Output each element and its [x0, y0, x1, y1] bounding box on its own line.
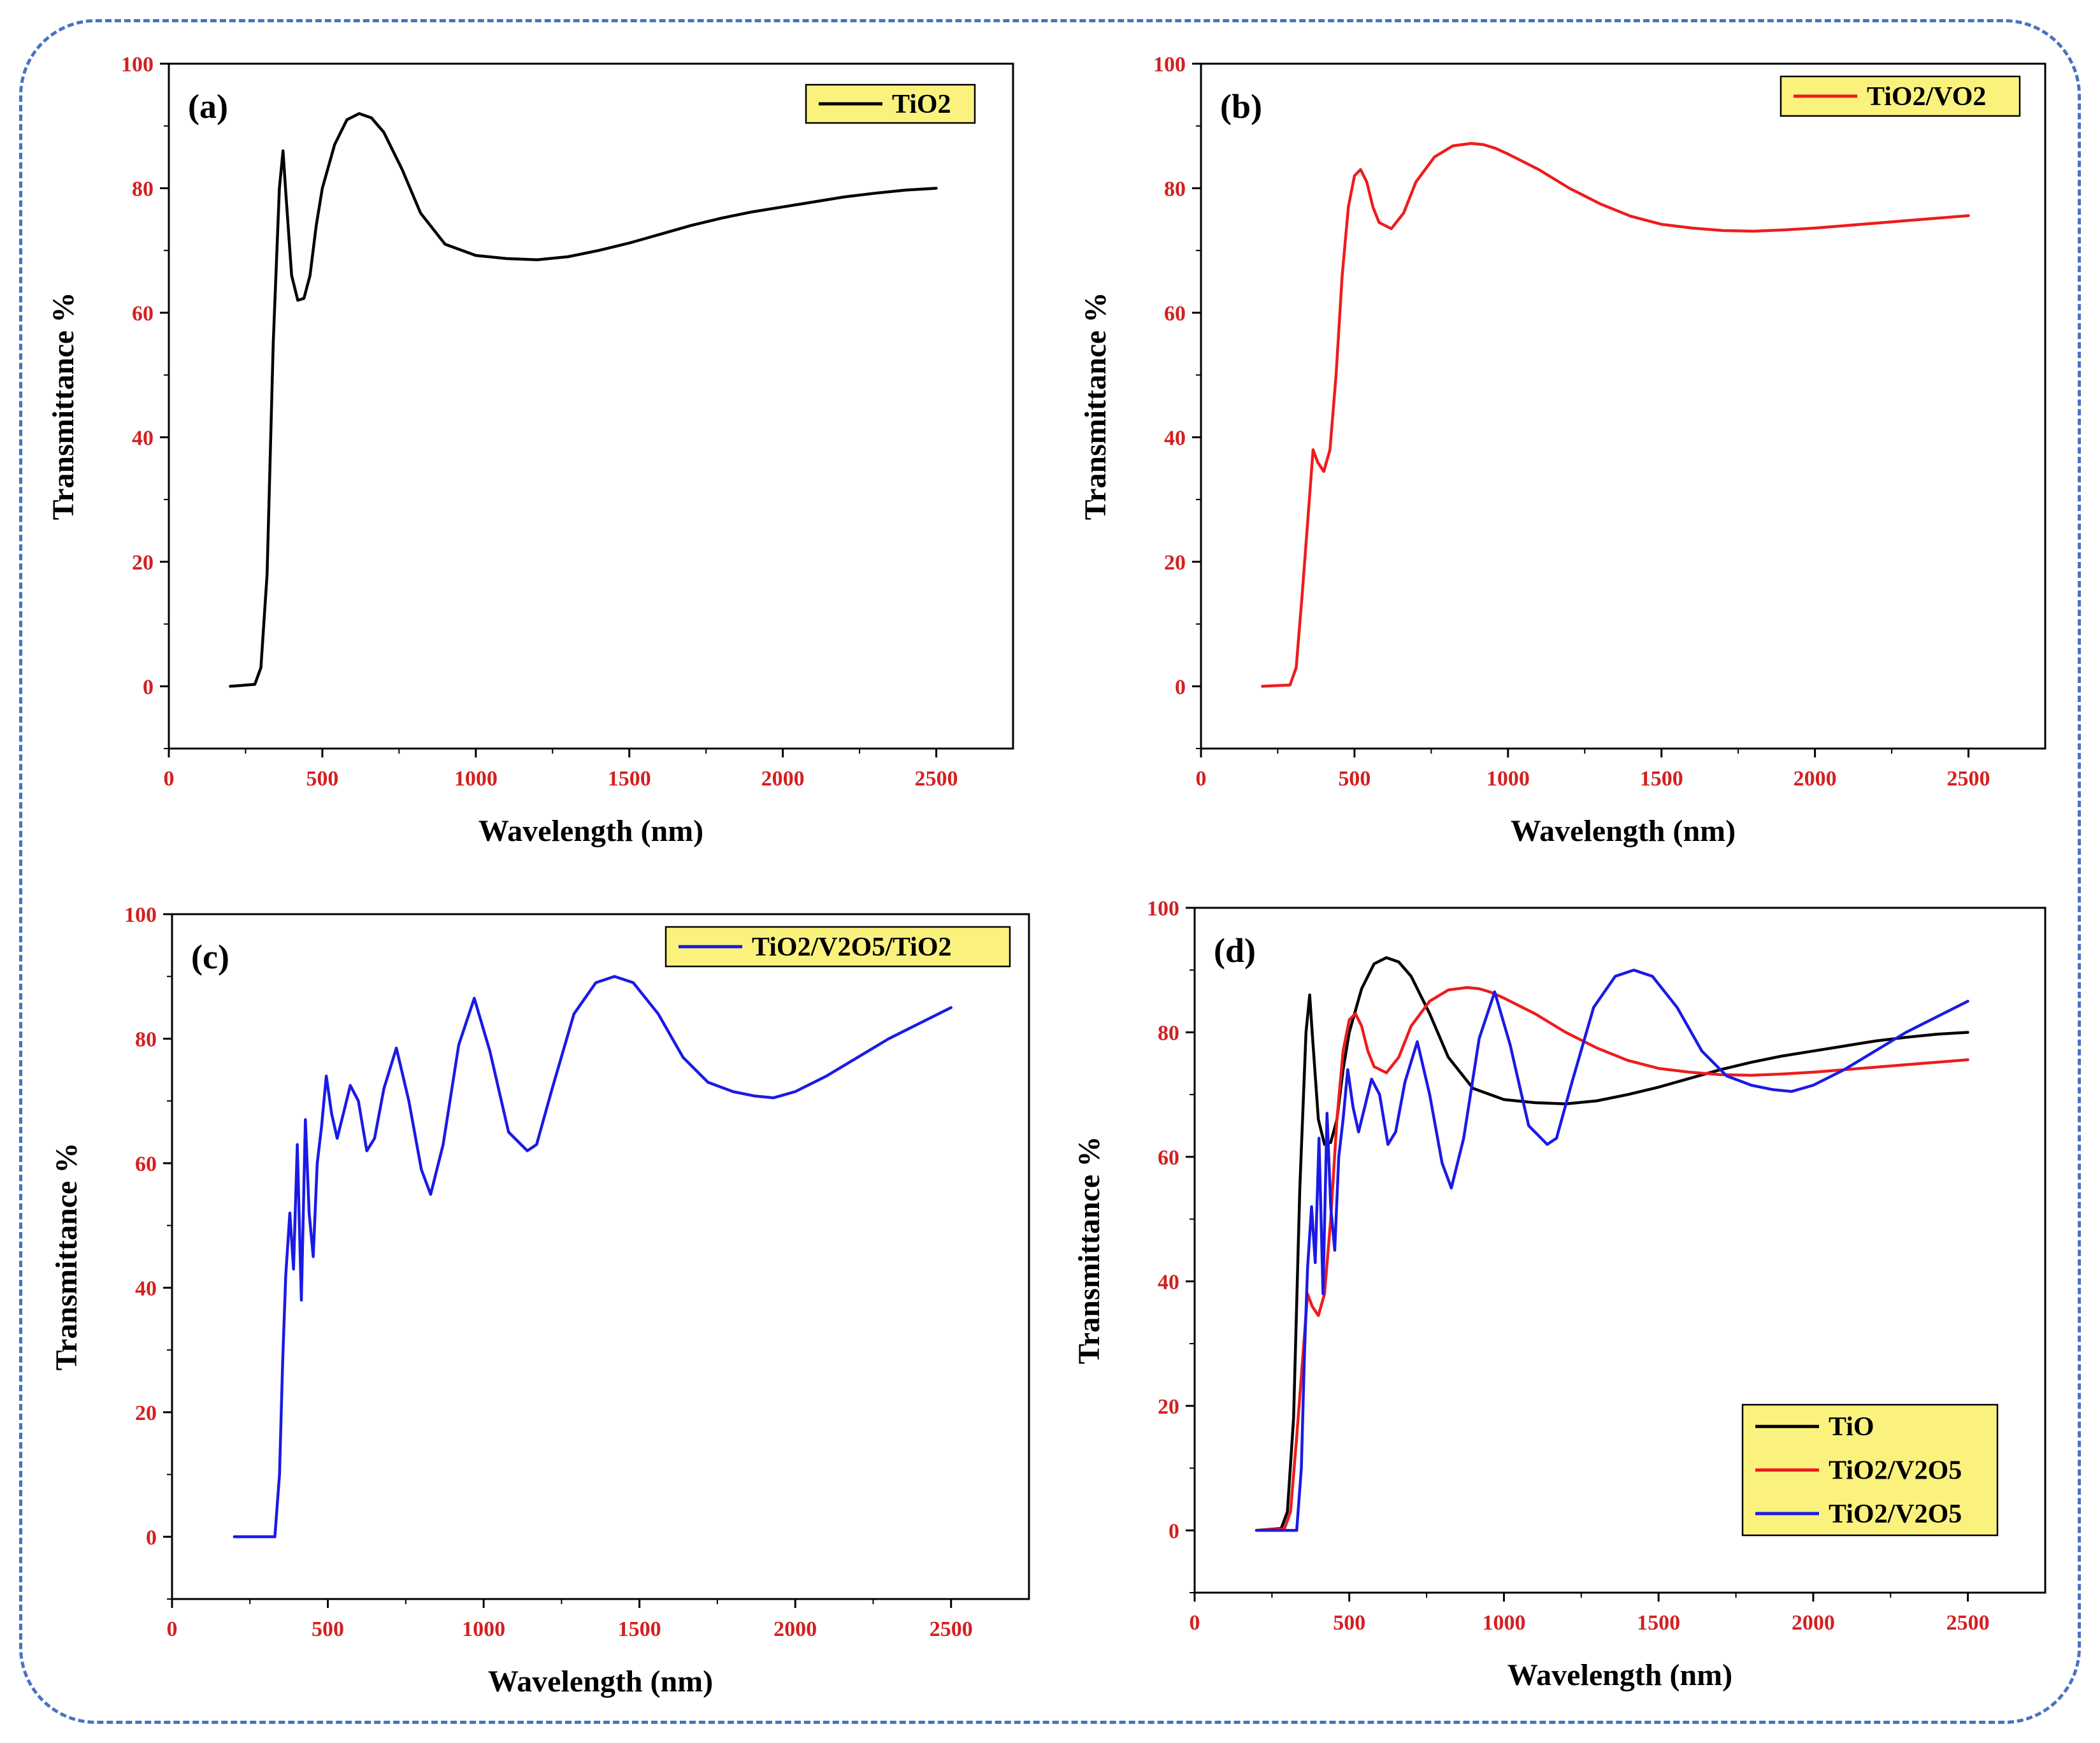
y-tick-label-a: 20	[132, 551, 154, 575]
plot-area-b	[1200, 62, 2046, 750]
y-tick-label-c: 60	[135, 1152, 157, 1176]
y-tick-label-c: 80	[135, 1028, 157, 1051]
x-tick-label-b: 0	[1196, 767, 1207, 791]
legend-c: TiO2/V2O5/TiO2	[665, 926, 1011, 968]
legend-label-d-0: TiO	[1829, 1412, 1874, 1442]
y-tick-label-b: 100	[1153, 53, 1186, 76]
x-axis-title-d: Wavelength (nm)	[1507, 1658, 1732, 1692]
x-tick-label-a: 1000	[454, 767, 498, 791]
y-tick-label-c: 0	[146, 1526, 157, 1549]
series-line-c-0	[233, 975, 953, 1539]
legend-label-c-0: TiO2/V2O5/TiO2	[752, 933, 952, 962]
y-tick-label-d: 40	[1158, 1270, 1179, 1294]
x-axis-title-c: Wavelength (nm)	[488, 1665, 713, 1698]
x-tick-label-b: 2500	[1947, 767, 1990, 791]
x-tick-label-b: 2000	[1794, 767, 1837, 791]
y-tick-label-a: 100	[121, 53, 154, 76]
x-tick-label-b: 1000	[1486, 767, 1530, 791]
y-axis-title-a: Transmittance %	[47, 292, 80, 520]
y-tick-label-b: 20	[1164, 551, 1186, 575]
x-tick-label-d: 2000	[1792, 1611, 1835, 1635]
y-tick-label-b: 0	[1175, 675, 1186, 699]
x-tick-label-c: 2000	[773, 1617, 817, 1641]
y-tick-label-d: 80	[1158, 1021, 1179, 1045]
y-axis-title-d: Transmittance %	[1072, 1137, 1106, 1365]
x-axis-title-b: Wavelength (nm)	[1511, 814, 1736, 848]
legend-label-d-1: TiO2/V2O5	[1829, 1456, 1962, 1486]
y-tick-label-c: 20	[135, 1402, 157, 1425]
x-tick-label-a: 0	[164, 767, 175, 791]
x-tick-label-c: 0	[167, 1617, 178, 1641]
x-tick-label-c: 2500	[930, 1617, 973, 1641]
x-tick-label-a: 2500	[915, 767, 958, 791]
x-tick-label-c: 1000	[462, 1617, 505, 1641]
x-tick-label-c: 500	[312, 1617, 344, 1641]
x-tick-label-d: 0	[1190, 1611, 1200, 1635]
panel-label-d: (d)	[1214, 931, 1256, 970]
x-tick-label-a: 2000	[761, 767, 805, 791]
x-tick-label-c: 1500	[618, 1617, 661, 1641]
y-tick-label-c: 40	[135, 1277, 157, 1300]
panel-label-a: (a)	[188, 87, 228, 126]
dashed-figure-frame	[19, 19, 2081, 1724]
y-tick-label-b: 40	[1164, 426, 1186, 450]
y-tick-label-a: 0	[143, 675, 154, 699]
series-line-d-2	[1255, 968, 1969, 1532]
y-axis-title-c: Transmittance %	[50, 1143, 83, 1371]
y-tick-label-d: 20	[1158, 1395, 1179, 1419]
series-line-b-0	[1261, 141, 1970, 688]
panel-label-c: (c)	[191, 938, 229, 976]
y-tick-label-a: 40	[132, 426, 154, 450]
legend-a: TiO2	[805, 83, 976, 124]
x-tick-label-a: 500	[306, 767, 338, 791]
x-axis-title-a: Wavelength (nm)	[478, 814, 703, 848]
x-tick-label-d: 1000	[1482, 1611, 1525, 1635]
x-tick-label-d: 500	[1333, 1611, 1365, 1635]
y-tick-label-a: 60	[132, 302, 154, 326]
y-tick-label-b: 60	[1164, 302, 1186, 326]
legend-label-d-2: TiO2/V2O5	[1829, 1500, 1962, 1529]
plot-area-c	[171, 913, 1030, 1600]
plot-area-d	[1193, 907, 2046, 1594]
y-tick-label-b: 80	[1164, 177, 1186, 201]
y-tick-label-c: 100	[124, 903, 157, 927]
y-tick-label-d: 0	[1169, 1519, 1179, 1543]
legend-label-b-0: TiO2/VO2	[1867, 82, 1986, 111]
x-tick-label-b: 1500	[1640, 767, 1683, 791]
y-tick-label-d: 60	[1158, 1146, 1179, 1170]
series-line-d-1	[1255, 986, 1969, 1532]
series-line-d-0	[1255, 956, 1969, 1532]
legend-d: TiO TiO2/V2O5 TiO2/V2O5	[1741, 1403, 1999, 1537]
y-tick-label-d: 100	[1147, 897, 1179, 921]
panel-label-b: (b)	[1220, 87, 1262, 126]
x-tick-label-a: 1500	[608, 767, 651, 791]
x-tick-label-d: 1500	[1637, 1611, 1680, 1635]
legend-b: TiO2/VO2	[1780, 75, 2021, 117]
series-line-a-0	[229, 111, 938, 688]
x-tick-label-b: 500	[1338, 767, 1370, 791]
y-axis-title-b: Transmittance %	[1079, 292, 1112, 520]
legend-label-a-0: TiO2	[892, 90, 951, 119]
y-tick-label-a: 80	[132, 177, 154, 201]
plot-area-a	[168, 62, 1014, 750]
x-tick-label-d: 2500	[1946, 1611, 1990, 1635]
